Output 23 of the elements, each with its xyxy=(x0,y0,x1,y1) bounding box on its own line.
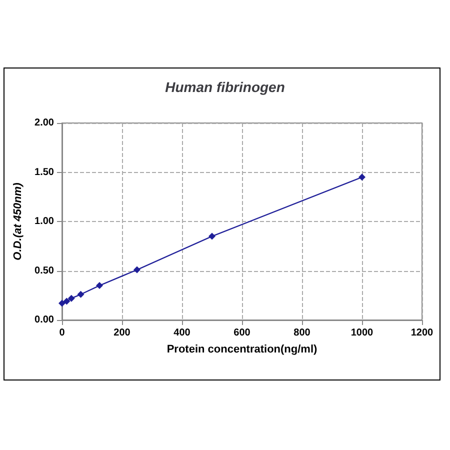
x-axis-title: Protein concentration(ng/ml) xyxy=(166,344,318,356)
x-tick-label: 600 xyxy=(234,328,251,338)
point xyxy=(63,298,70,305)
point xyxy=(96,282,103,290)
x-tick-label: 1200 xyxy=(410,328,434,338)
point xyxy=(58,300,66,307)
x-tick-label: 800 xyxy=(294,328,311,338)
y-tick-label: 0.50 xyxy=(34,265,54,276)
point xyxy=(68,294,75,302)
y-tick-label: 0.00 xyxy=(34,314,54,326)
point xyxy=(358,174,366,181)
x-tick-label: 400 xyxy=(174,328,191,338)
chart-title: Human fibrinogen xyxy=(165,79,285,95)
point xyxy=(208,232,216,240)
y-axis-title: O.D.(at 450nm) xyxy=(12,182,24,260)
y-tick-label: 1.00 xyxy=(34,216,54,227)
x-tick-label: 0 xyxy=(59,328,66,338)
x-tick-label: 1000 xyxy=(350,328,374,338)
y-tick-label: 2.00 xyxy=(34,118,54,128)
point xyxy=(134,266,140,274)
point xyxy=(77,290,84,298)
x-tick-label: 200 xyxy=(114,328,131,338)
y-tick-label: 1.50 xyxy=(34,166,54,178)
